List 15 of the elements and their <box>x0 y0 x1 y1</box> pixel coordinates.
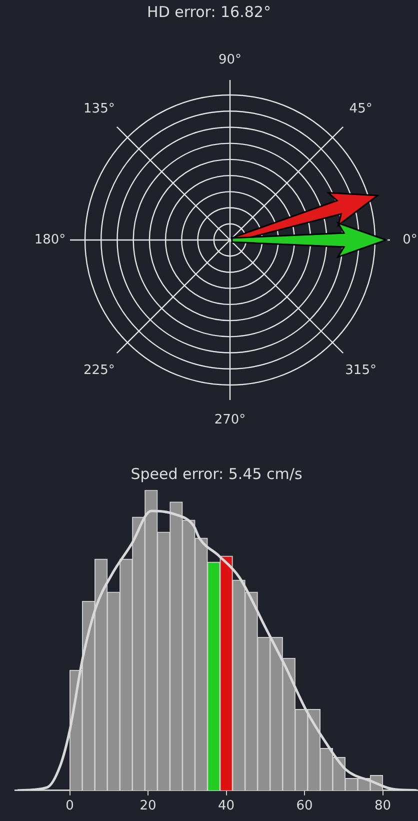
text: 90° <box>218 52 242 68</box>
text: HD error: 16.82° <box>147 2 271 21</box>
chart-title: Speed error: 5.45 cm/s <box>130 464 302 483</box>
text: 45° <box>349 102 372 117</box>
x-tick-label: 0 <box>66 798 74 814</box>
text: 315° <box>345 363 376 378</box>
x-tick-label: 80 <box>374 798 392 814</box>
text: 0° <box>402 232 418 248</box>
text: 180° <box>34 232 66 248</box>
x-tick-label: 60 <box>296 798 313 814</box>
text: 135° <box>84 102 115 117</box>
x-tick-label: 20 <box>140 798 156 814</box>
text: 225° <box>84 363 115 378</box>
text: 270° <box>214 412 246 428</box>
x-tick-label: 40 <box>218 798 235 814</box>
